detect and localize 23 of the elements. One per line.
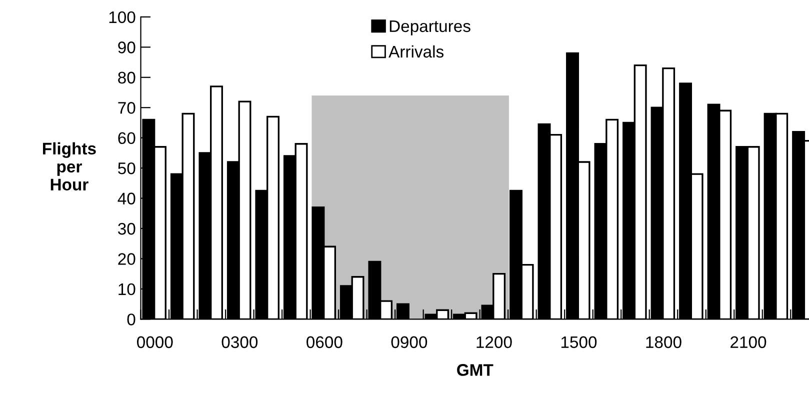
y-tick-label: 80 [118, 72, 136, 84]
y-tick-label: 30 [118, 222, 136, 235]
y-tick-label: 10 [118, 283, 136, 296]
y-tick-label: 20 [118, 253, 136, 265]
y-tick-label: 70 [118, 102, 136, 114]
x-tick-label: 1200 [476, 336, 512, 348]
x-tick-label: 0300 [222, 336, 258, 348]
legend-label: Arrivals [388, 45, 444, 58]
y-tick-label: 60 [118, 132, 136, 144]
x-tick-label: 1500 [561, 336, 597, 348]
y-axis-title: Flights per Hour [43, 142, 96, 191]
x-tick-label: 0600 [306, 336, 342, 348]
x-axis-title: GMT [457, 364, 494, 376]
y-tick-label: 100 [109, 11, 136, 24]
y-tick-label: 50 [118, 162, 136, 174]
y-tick-label: 90 [118, 42, 136, 54]
legend-label: Departures [390, 20, 470, 36]
y-tick-label: 0 [127, 314, 136, 326]
x-tick-label: 2100 [730, 336, 766, 348]
x-tick-label: 0000 [137, 336, 173, 348]
x-tick-label: 0900 [391, 336, 428, 348]
y-tick-label: 40 [118, 192, 136, 204]
x-tick-label: 1800 [646, 336, 682, 348]
